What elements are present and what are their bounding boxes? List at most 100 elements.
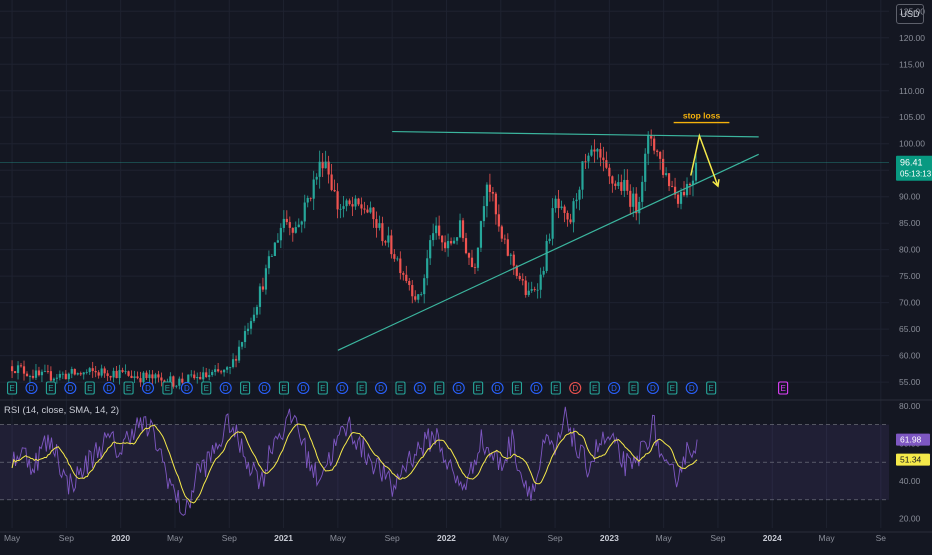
earnings-marker[interactable]: E xyxy=(434,381,445,395)
dividend-marker[interactable]: D xyxy=(569,381,582,395)
candle-body xyxy=(264,268,268,290)
dividend-marker[interactable]: D xyxy=(646,381,659,395)
candle-body xyxy=(211,372,214,376)
candle-body xyxy=(354,198,357,207)
earnings-marker[interactable]: E xyxy=(706,381,717,395)
candle-body xyxy=(542,270,545,275)
candle-body xyxy=(193,374,196,379)
dividend-marker[interactable]: D xyxy=(64,381,77,395)
time-tick-label: May xyxy=(493,533,510,543)
candle-body xyxy=(470,257,474,268)
rsi-tick-label: 80.00 xyxy=(899,401,921,411)
candle-body xyxy=(423,278,426,295)
rsi-sma-line xyxy=(11,423,698,504)
candle-body xyxy=(228,367,232,368)
earnings-marker[interactable]: E xyxy=(589,381,600,395)
earnings-marker[interactable]: E xyxy=(278,381,289,395)
candle-body xyxy=(491,192,494,194)
candle-body xyxy=(593,149,596,152)
earnings-marker[interactable]: E xyxy=(628,381,639,395)
candle-body xyxy=(387,235,390,243)
rsi-legend[interactable]: RSI (14, close, SMA, 14, 2) xyxy=(4,405,120,416)
dividend-marker[interactable]: D xyxy=(374,381,388,395)
candle-body xyxy=(279,227,282,241)
candle-body xyxy=(390,235,393,255)
candle-body xyxy=(479,221,483,248)
time-tick-label: 2023 xyxy=(600,533,619,543)
dividend-marker[interactable]: D xyxy=(452,381,465,395)
time-tick-label: 2020 xyxy=(111,533,130,543)
candle-body xyxy=(467,253,471,258)
candle-body xyxy=(187,374,190,383)
candle-body xyxy=(142,372,145,383)
event-marker-letter: D xyxy=(417,384,423,393)
earnings-marker[interactable]: E xyxy=(123,381,134,395)
candle-body xyxy=(509,254,512,256)
candle-body xyxy=(118,370,121,379)
candle-body xyxy=(64,373,67,380)
candle-body xyxy=(97,372,100,376)
candle-body xyxy=(76,373,79,375)
earnings-marker[interactable]: E xyxy=(473,381,484,395)
dividend-marker[interactable]: D xyxy=(180,381,193,395)
candle-body xyxy=(160,377,163,381)
candle-body xyxy=(43,371,47,372)
earnings-marker[interactable]: E xyxy=(84,381,95,395)
dividend-marker[interactable]: D xyxy=(297,381,310,395)
event-marker-letter: E xyxy=(320,384,325,393)
candle-body xyxy=(500,226,503,239)
earnings-marker[interactable]: E xyxy=(7,381,18,395)
dividend-marker[interactable]: D xyxy=(413,381,426,395)
candle-body xyxy=(82,372,85,375)
price-tick-label: 85.00 xyxy=(899,218,921,228)
earnings-marker-box xyxy=(240,381,251,395)
earnings-marker[interactable]: E xyxy=(45,381,56,395)
dividend-marker[interactable]: D xyxy=(336,381,349,395)
earnings-marker[interactable]: E xyxy=(356,381,367,395)
earnings-marker[interactable]: E xyxy=(317,381,328,395)
event-marker-letter: E xyxy=(670,384,675,393)
dividend-marker[interactable]: D xyxy=(491,381,504,395)
earnings-marker[interactable]: E xyxy=(550,381,561,395)
candle-body xyxy=(190,374,193,376)
event-marker-letter: E xyxy=(631,384,636,393)
event-marker-letter: E xyxy=(708,384,713,393)
candle-body xyxy=(438,225,441,236)
earnings-marker[interactable]: E xyxy=(395,381,406,395)
earnings-marker[interactable]: E xyxy=(162,381,173,395)
event-marker-letter: E xyxy=(359,384,364,393)
candle-body xyxy=(435,225,438,234)
event-marker-letter: D xyxy=(262,384,268,393)
earnings-marker-box xyxy=(123,381,134,395)
dividend-marker[interactable]: D xyxy=(25,381,38,395)
dividend-marker[interactable]: D xyxy=(258,381,271,395)
event-marker-letter: E xyxy=(475,384,480,393)
candle-body xyxy=(246,328,250,332)
dividend-marker[interactable]: D xyxy=(141,381,155,395)
earnings-marker[interactable]: E xyxy=(240,381,251,395)
price-tick-label: 110.00 xyxy=(899,86,925,96)
candle-body xyxy=(255,306,259,315)
earnings-marker[interactable]: E xyxy=(667,381,678,395)
earnings-marker[interactable]: E xyxy=(778,381,789,395)
candle-body xyxy=(58,373,61,378)
candle-body xyxy=(396,258,399,260)
dividend-marker[interactable]: D xyxy=(103,381,116,395)
candle-body xyxy=(178,378,181,386)
candle-body xyxy=(644,153,647,182)
dividend-marker[interactable]: D xyxy=(608,381,621,395)
event-marker-letter: D xyxy=(495,384,501,393)
currency-button[interactable]: USD xyxy=(896,4,924,24)
earnings-marker[interactable]: E xyxy=(201,381,212,395)
candle-body xyxy=(563,206,566,213)
dividend-marker[interactable]: D xyxy=(685,381,698,395)
candle-body xyxy=(629,190,632,207)
candle-body xyxy=(506,239,509,256)
candle-body xyxy=(590,149,593,156)
event-marker-letter: E xyxy=(553,384,558,393)
candle-body xyxy=(285,218,288,223)
earnings-marker[interactable]: E xyxy=(511,381,523,395)
dividend-marker[interactable]: D xyxy=(219,381,232,395)
dividend-marker[interactable]: D xyxy=(530,381,543,395)
